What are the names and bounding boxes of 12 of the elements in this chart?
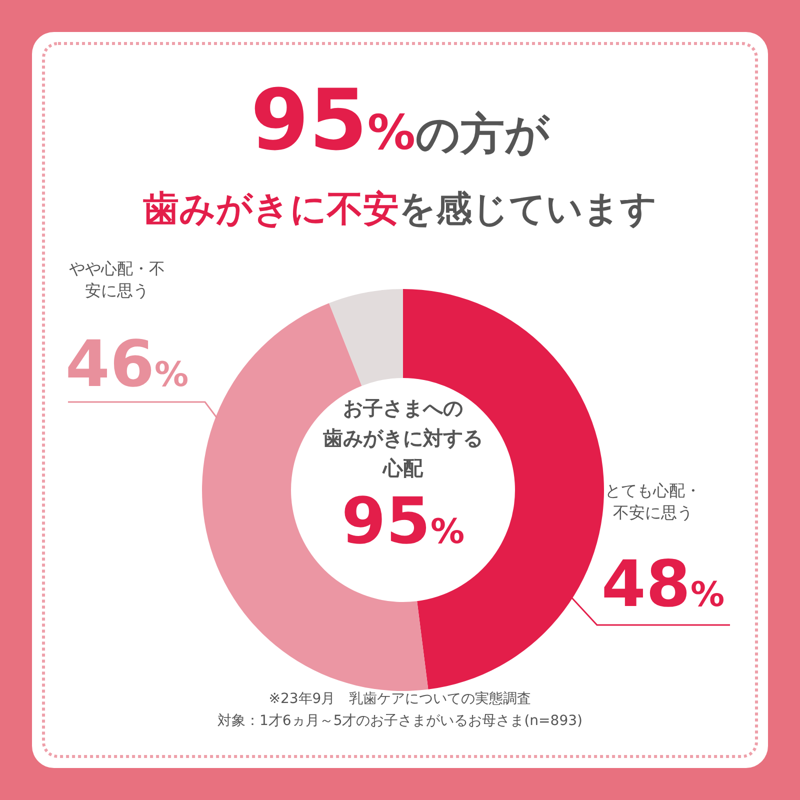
text: 95% [341,485,465,559]
data-label: 48% [601,548,725,622]
text: お子さまへの [342,395,464,422]
slice-label: とても心配・不安に思う [604,480,702,524]
data-label: 46% [65,328,189,402]
text: 歯みがきに対する [322,425,484,452]
text: ※23年9月 乳歯ケアについての実態調査 [268,690,532,708]
text: 心配 [381,455,424,482]
chart-subtitle: 歯みがきに不安を感じています [142,188,658,232]
text: 対象：1才6ヵ月～5才のお子さまがいるお母さま(n=893) [216,712,584,730]
chart-title: 95%の方が [250,70,551,171]
slice-label: やや心配・不安に思う [68,258,166,302]
